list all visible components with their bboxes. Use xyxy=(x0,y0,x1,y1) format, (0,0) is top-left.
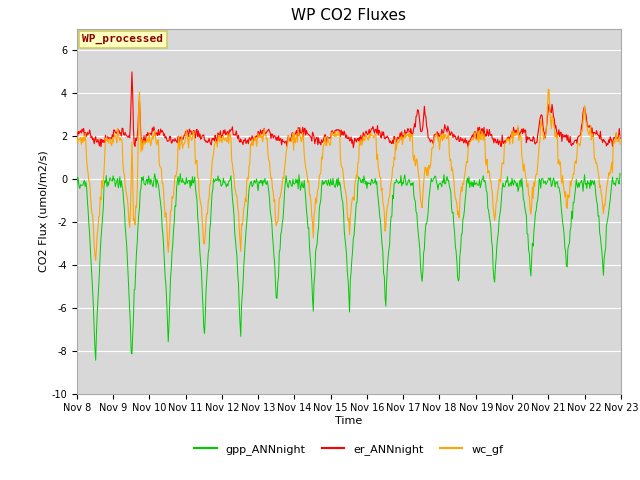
Y-axis label: CO2 Flux (umol/m2/s): CO2 Flux (umol/m2/s) xyxy=(38,150,49,272)
Text: WP_processed: WP_processed xyxy=(82,34,163,45)
X-axis label: Time: Time xyxy=(335,416,362,426)
Title: WP CO2 Fluxes: WP CO2 Fluxes xyxy=(291,9,406,24)
Legend: gpp_ANNnight, er_ANNnight, wc_gf: gpp_ANNnight, er_ANNnight, wc_gf xyxy=(190,439,508,459)
